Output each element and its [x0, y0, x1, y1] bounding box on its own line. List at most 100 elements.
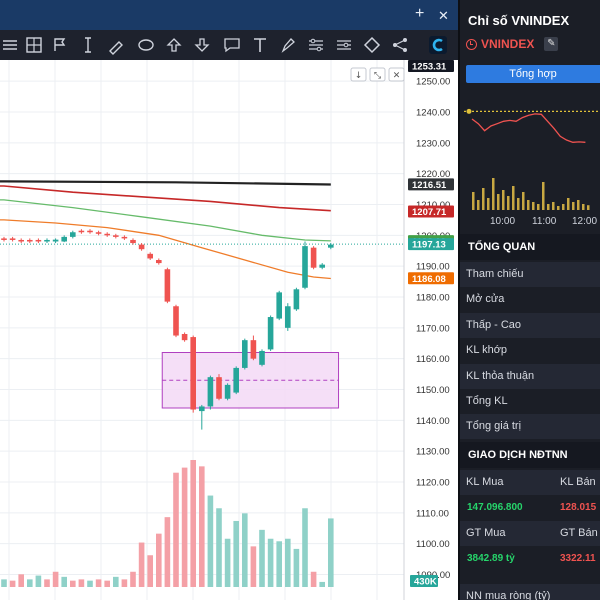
price-chart[interactable]: 1250.001240.001230.001220.001210.001200.… [0, 60, 458, 600]
price-badge: 1216.51 [408, 178, 454, 191]
price-tick-label: 1110.00 [416, 508, 449, 519]
close-pane-icon[interactable]: ✕ [388, 67, 405, 82]
intraday-volume-bar [557, 206, 560, 210]
overview-row: KL khớp [460, 338, 600, 363]
overview-row-label: Thấp - Cao [466, 318, 522, 331]
overview-row-label: Mở cửa [466, 293, 505, 306]
volume-bar [44, 579, 50, 587]
summary-button[interactable]: Tổng hợp [466, 65, 600, 83]
price-badge-bg [408, 238, 454, 251]
gt-mua-label: GT Mua [466, 527, 506, 539]
volume-bar [207, 495, 214, 587]
net-buy-label: NN mua ròng (tỷ) [466, 590, 551, 600]
brush-icon[interactable] [106, 35, 126, 55]
overview-row: Tổng giá trị [460, 414, 600, 440]
intraday-volume-bar [567, 198, 570, 210]
intraday-volume-bar [482, 188, 485, 210]
volume-bar [242, 513, 248, 587]
volume-bar [104, 580, 110, 587]
intraday-volume-bar [577, 200, 580, 210]
intraday-volume-bar [507, 196, 510, 210]
control-glyph: ✕ [393, 71, 401, 81]
foreign-trading-header: GIAO DỊCH NĐTNN [460, 442, 600, 468]
crosshair-grid-icon[interactable] [24, 35, 44, 55]
intraday-volume-bar [492, 178, 495, 210]
intraday-volume-bar [472, 192, 475, 210]
volume-bar [319, 581, 325, 587]
overview-row: Tổng KL [460, 389, 600, 414]
price-badge-label: 1253.31 [412, 62, 447, 73]
candle-body [242, 340, 248, 368]
sliders-icon[interactable] [306, 35, 326, 55]
foreign-trading-title: GIAO DỊCH NĐTNN [468, 449, 568, 461]
arrow-up-icon[interactable] [164, 35, 184, 55]
vertical-line-icon[interactable] [78, 35, 98, 55]
price-tick-label: 1190.00 [416, 262, 450, 273]
price-tick-label: 1130.00 [416, 447, 450, 458]
volume-bar [199, 466, 205, 587]
intraday-volume-bar [572, 202, 575, 210]
intraday-volume-bar [502, 190, 505, 210]
volume-bar [328, 518, 334, 587]
intraday-volume-bar [522, 192, 525, 210]
highlighter-icon[interactable] [278, 35, 298, 55]
volume-bar [250, 546, 257, 587]
list-lines-icon[interactable] [0, 35, 20, 55]
intraday-volume-bar [562, 204, 565, 210]
volume-bar [61, 576, 67, 587]
candle-body [310, 247, 317, 268]
arrow-down-icon[interactable] [192, 35, 212, 55]
volume-bar [78, 579, 85, 587]
candle-body [224, 384, 231, 399]
intraday-volume-bar [487, 198, 490, 210]
diamond-icon[interactable] [362, 35, 382, 55]
price-badge: 1197.13 [408, 238, 454, 251]
ellipse-icon[interactable] [136, 35, 156, 55]
candle-body [87, 230, 93, 233]
candles [1, 229, 334, 430]
restore-icon[interactable]: ⤡ [369, 67, 386, 82]
candle-body [70, 232, 76, 237]
volume-bar [113, 576, 119, 587]
candle-body [233, 367, 239, 393]
candle-body [328, 244, 334, 248]
volume-bar [35, 575, 42, 587]
volume-bar [95, 579, 102, 587]
scroll-down-icon[interactable]: ↓ [350, 67, 367, 82]
share-icon[interactable] [390, 35, 410, 55]
overview-header: TỔNG QUAN [460, 234, 600, 260]
ma-black-line [0, 180, 331, 186]
candle-body [121, 236, 128, 239]
candle-body [181, 334, 188, 341]
volume-bar [181, 467, 188, 587]
add-icon[interactable]: + [415, 5, 425, 22]
price-badge: 430K [410, 575, 438, 588]
edit-icon[interactable]: ✎ [544, 37, 559, 51]
close-window-icon[interactable]: ✕ [438, 8, 449, 23]
app-logo-icon[interactable] [428, 35, 448, 55]
text-tool-icon[interactable] [250, 35, 270, 55]
volume-bar [310, 571, 317, 587]
volume-bar [302, 508, 308, 587]
candle-body [104, 233, 110, 236]
sliders-alt-icon[interactable] [334, 35, 354, 55]
volume-bar [138, 542, 145, 587]
volume-bar [130, 571, 136, 587]
text-flag-icon[interactable] [50, 35, 70, 55]
chart-area[interactable]: 1250.001240.001230.001220.001210.001200.… [0, 60, 458, 600]
price-tick-label: 1150.00 [416, 385, 450, 396]
price-tick-label: 1240.00 [416, 108, 450, 119]
foreign-value-labels: GT Mua GT Bán [460, 521, 600, 546]
intraday-volume-bar [587, 205, 590, 210]
panel-divider[interactable] [458, 0, 460, 600]
price-tick-label: 1140.00 [416, 416, 450, 427]
net-buy-row: NN mua ròng (tỷ) [460, 584, 600, 600]
intraday-volume-bar [552, 202, 555, 210]
candle-body [138, 244, 145, 250]
intraday-volume-bar [537, 204, 540, 210]
intraday-volume-bar [532, 202, 535, 210]
candle-body [199, 406, 205, 412]
candle-body [44, 239, 50, 242]
comment-icon[interactable] [222, 35, 242, 55]
reference-dot [466, 108, 472, 114]
